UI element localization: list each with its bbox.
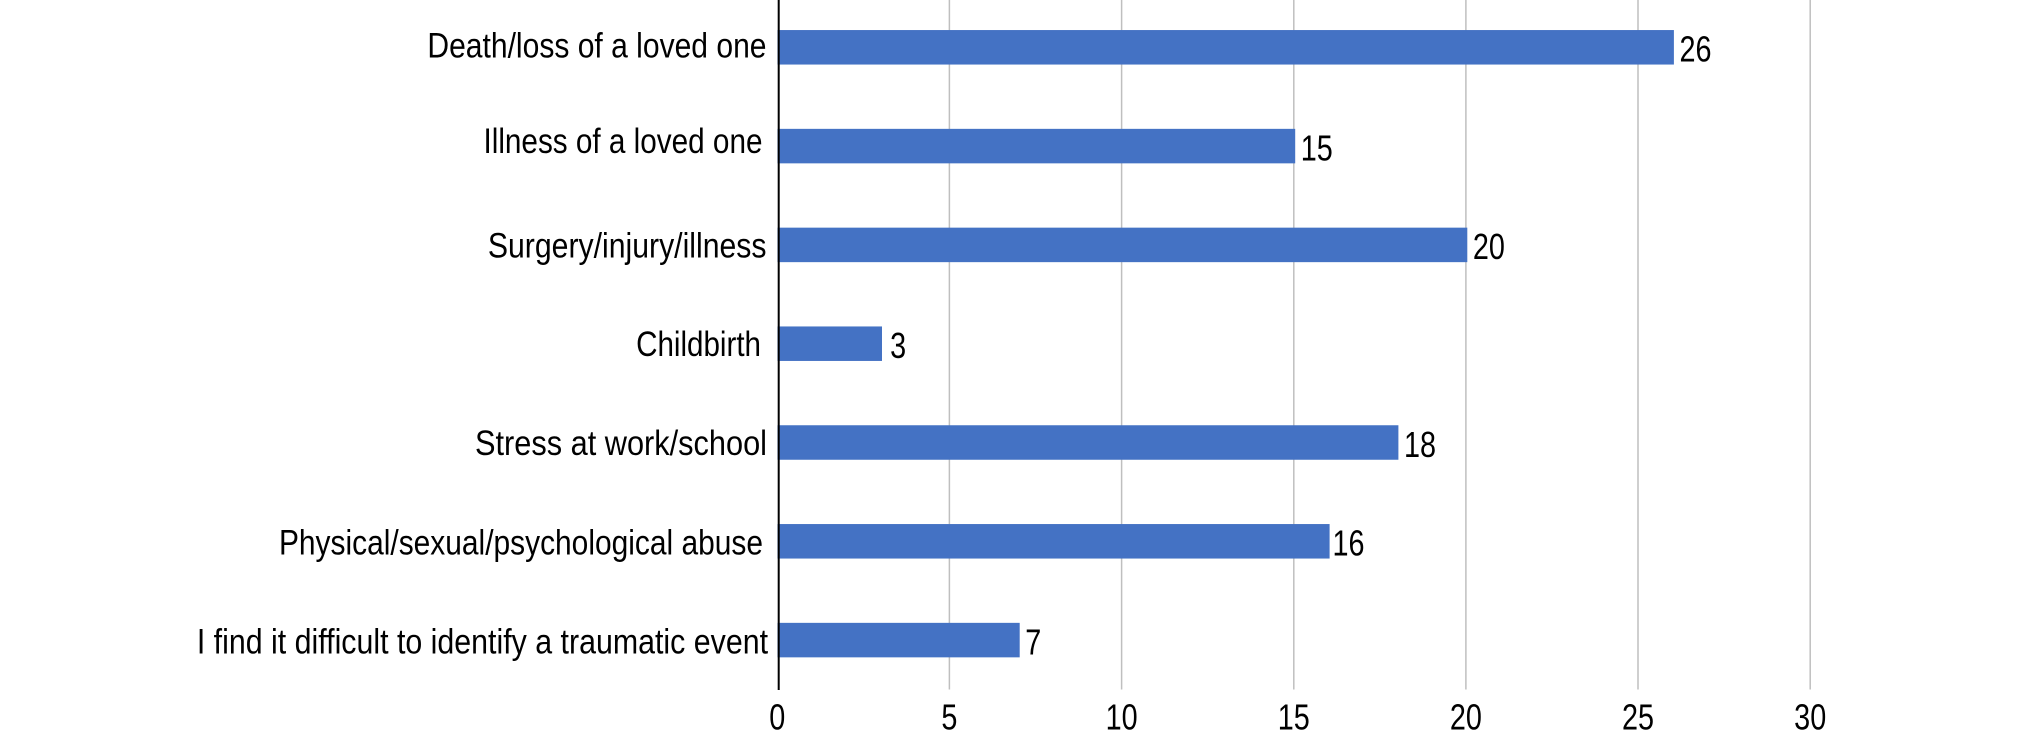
svg-text:25: 25 [1622, 696, 1654, 737]
svg-text:7: 7 [1025, 621, 1041, 662]
svg-text:I find it difficult to identif: I find it difficult to identify a trauma… [197, 621, 768, 661]
svg-text:0: 0 [769, 696, 785, 737]
svg-text:20: 20 [1450, 696, 1482, 737]
svg-text:16: 16 [1333, 522, 1365, 563]
svg-text:26: 26 [1680, 28, 1712, 69]
svg-text:18: 18 [1404, 424, 1436, 465]
svg-text:30: 30 [1794, 696, 1826, 737]
svg-text:15: 15 [1301, 127, 1333, 168]
svg-text:Childbirth: Childbirth [636, 323, 761, 363]
svg-text:Surgery/injury/illness: Surgery/injury/illness [488, 225, 767, 265]
svg-text:10: 10 [1106, 696, 1138, 737]
svg-text:3: 3 [890, 325, 906, 366]
svg-text:15: 15 [1278, 696, 1310, 737]
svg-text:Physical/sexual/psychological: Physical/sexual/psychological abuse [279, 522, 763, 562]
svg-text:5: 5 [941, 696, 957, 737]
svg-text:20: 20 [1473, 226, 1505, 267]
svg-text:Stress at work/school: Stress at work/school [475, 424, 767, 464]
svg-text:Death/loss of a loved one: Death/loss of a loved one [427, 25, 766, 65]
svg-text:Illness of a loved one: Illness of a loved one [483, 120, 762, 160]
